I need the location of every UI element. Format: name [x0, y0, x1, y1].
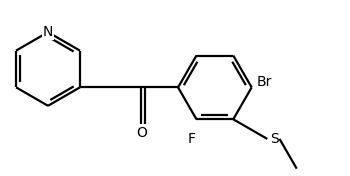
- Text: Br: Br: [257, 76, 272, 89]
- Text: S: S: [270, 132, 279, 146]
- Text: O: O: [136, 126, 147, 140]
- Text: N: N: [43, 25, 53, 39]
- Text: F: F: [188, 131, 196, 146]
